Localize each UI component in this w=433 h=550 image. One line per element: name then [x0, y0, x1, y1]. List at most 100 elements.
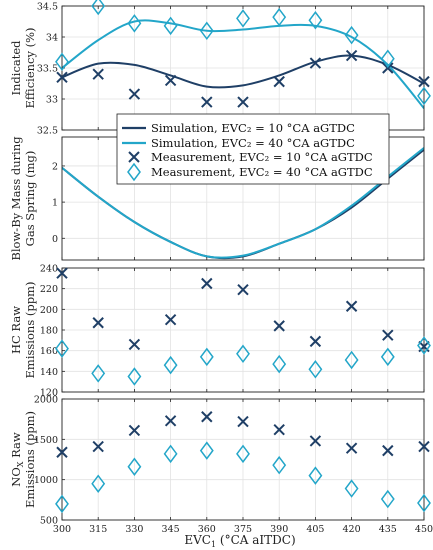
y-tick-label: 0	[52, 234, 58, 245]
y-tick-label: 220	[40, 284, 58, 295]
measurement-10-point	[273, 320, 285, 332]
legend-label-meas40: Measurement, EVC₂ = 40 °CA aGTDC	[151, 165, 373, 179]
measurement-40-point	[163, 444, 178, 464]
measurement-40-point	[163, 16, 178, 36]
measurement-10-point	[201, 277, 213, 290]
measurement-40-point	[417, 336, 431, 355]
x-tick-label: 360	[198, 524, 216, 535]
measurement-10-point	[201, 96, 213, 108]
y-tick-label: 240	[40, 264, 58, 275]
y-tick-label: 2000	[34, 395, 58, 406]
x-tick-label: 405	[306, 524, 324, 535]
measurement-10-point	[345, 442, 358, 454]
measurement-40-point	[272, 354, 287, 374]
measurement-10-point	[345, 49, 358, 62]
x-tick-label: 375	[234, 524, 252, 535]
y-tick-label: 160	[40, 346, 58, 357]
measurement-10-point	[418, 440, 430, 453]
y-tick-label: 1500	[34, 435, 58, 446]
measurement-40-point	[55, 494, 69, 514]
series-group	[62, 19, 424, 109]
y-axis-label: NOX RawEmissions (ppm)	[9, 411, 37, 508]
y-tick-label: 180	[40, 326, 58, 337]
y-tick-label: 120	[40, 388, 58, 399]
x-tick-label: 390	[270, 524, 288, 535]
measurement-40-point	[236, 9, 250, 28]
y-tick-label: 140	[40, 367, 58, 378]
panel-4: 500 1000 1500 2000 NOX RawEmissions (ppm) 300…	[9, 395, 433, 536]
measurement-40-point	[272, 455, 287, 475]
measurement-40-point	[127, 457, 142, 477]
measurement-10-point	[418, 75, 430, 88]
y-tick-label: 2	[52, 161, 58, 172]
series-group	[62, 147, 424, 260]
x-tick-label: 345	[162, 524, 180, 535]
measurement-40-point	[344, 25, 359, 45]
measurement-10-point	[128, 88, 141, 100]
y-axis-label: IndicatedEfficiency (%)	[9, 27, 37, 108]
measurement-10-point	[309, 57, 322, 69]
x-tick-label: 300	[53, 524, 71, 535]
legend-swatch-meas40	[127, 162, 141, 182]
measurement-40-point	[236, 344, 250, 364]
legend-label-sim40: Simulation, EVC₂ = 40 °CA aGTDC	[151, 136, 355, 150]
measurement-10-point	[164, 74, 177, 87]
measurement-10-point	[273, 423, 285, 436]
measurement-40-point	[91, 364, 106, 383]
y-axis-label: Blow-By Mass duringGas Spring (mg)	[9, 136, 37, 261]
measurement-10-point	[164, 313, 177, 326]
measurement-10-point	[345, 300, 358, 312]
measurement-10-point	[237, 415, 249, 428]
x-tick-label: 315	[89, 524, 107, 535]
x-tick-label: 330	[125, 524, 143, 535]
measurement-40-point	[417, 86, 431, 106]
measurement-40-point	[344, 350, 359, 370]
measurement-40-point	[417, 493, 431, 513]
x-axis-label: EVC1 (°CA aITDC)	[184, 533, 295, 549]
measurement-10-point	[164, 415, 177, 427]
measurement-40-point	[199, 347, 214, 367]
measurement-40-point	[272, 7, 287, 27]
measurement-40-point	[55, 339, 69, 358]
y-tick-label: 34	[46, 33, 58, 44]
measurement-10-point	[309, 435, 322, 447]
y-tick-label: 33.5	[37, 64, 58, 75]
y-tick-label: 34.5	[37, 2, 58, 13]
measurement-40-point	[127, 367, 142, 386]
legend: Simulation, EVC₂ = 10 °CA aGTDC Simulati…	[116, 113, 390, 185]
measurement-10-point	[92, 440, 104, 453]
series-line-sim40	[62, 19, 424, 109]
measurement-40-point	[91, 474, 106, 493]
x-tick-label: 435	[379, 524, 397, 535]
legend-label-meas10: Measurement, EVC₂ = 10 °CA aGTDC	[151, 150, 373, 164]
y-tick-label: 500	[40, 516, 58, 527]
measurement-10-point	[56, 446, 68, 458]
legend-box	[116, 113, 390, 185]
y-axis-label: HC RawEmissions (ppm)	[9, 282, 37, 379]
measurement-10-point	[128, 338, 141, 351]
y-tick-label: 1000	[34, 475, 58, 486]
measurement-40-point	[344, 479, 359, 498]
measurement-40-point	[308, 466, 323, 485]
y-tick-label: 33	[46, 95, 58, 106]
series-line-sim40	[62, 147, 424, 259]
y-tick-label: 32.5	[37, 126, 58, 137]
measurement-40-point	[163, 355, 178, 375]
measurement-40-point	[55, 52, 69, 72]
measurement-10-point	[382, 444, 394, 457]
x-tick-label: 420	[343, 524, 361, 535]
measurement-40-point	[380, 347, 395, 367]
y-tick-label: 1	[52, 198, 58, 209]
measurement-40-point	[199, 441, 214, 460]
measurement-10-point	[56, 267, 68, 279]
measurement-40-point	[91, 0, 106, 16]
measurement-10-point	[273, 75, 285, 88]
measurement-40-point	[199, 21, 214, 41]
measurement-40-point	[127, 14, 142, 33]
measurement-10-point	[309, 335, 322, 348]
legend-label-sim10: Simulation, EVC₂ = 10 °CA aGTDC	[151, 121, 355, 135]
measurement-10-point	[237, 96, 249, 108]
x-tick-label: 450	[415, 524, 433, 535]
